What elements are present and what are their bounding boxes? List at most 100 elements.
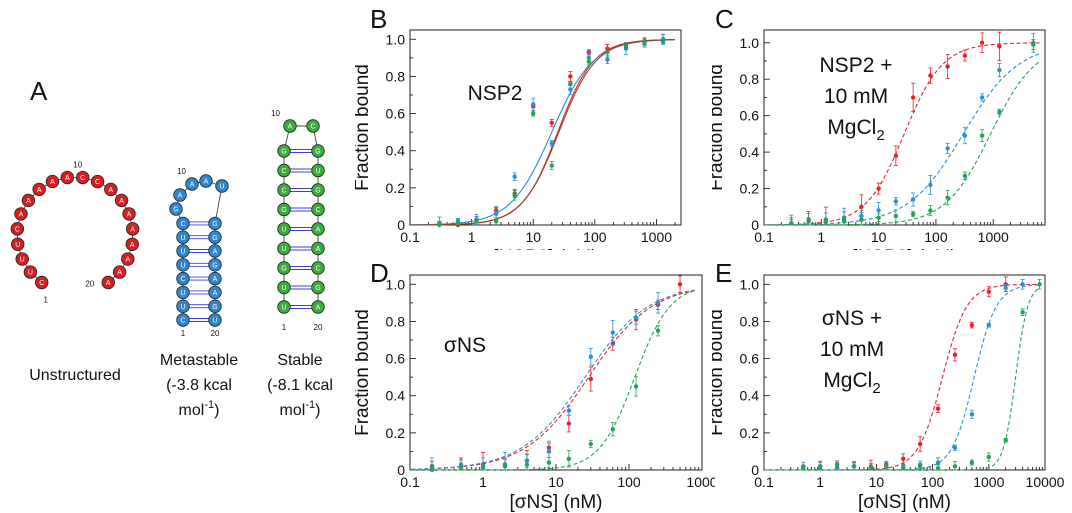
nucleotide-letter: U — [180, 262, 185, 269]
y-tick-label: 0.6 — [386, 106, 406, 122]
nucleotide-letter: U — [315, 168, 320, 175]
data-point-series-3 — [969, 460, 975, 465]
chart-b: 0.1 1 10 100 1000 0 0.2 0.4 0.6 0.8 1.0 [NSP2] (nM)… — [355, 4, 682, 250]
metastable-nt-7: U — [176, 230, 190, 244]
data-point-series-2 — [546, 449, 552, 454]
data-point-series-3 — [884, 464, 889, 469]
nucleotide-node — [76, 170, 90, 185]
nucleotide-node — [208, 258, 222, 272]
x-axis-label: [σNS] (nM) — [858, 492, 951, 513]
data-point-series-3 — [531, 111, 536, 116]
nucleotide-node — [112, 265, 127, 279]
nucleotide-letter: A — [288, 124, 293, 131]
nucleotide-letter: A — [26, 198, 31, 205]
nucleotide-node — [125, 237, 139, 251]
metastable-units-tail: ) — [214, 402, 219, 419]
nucleotide-node — [311, 202, 325, 217]
nucleotide-node — [208, 313, 222, 327]
stable-energy: (-8.1 kcal — [267, 377, 333, 394]
metastable-nt-11: A — [185, 177, 199, 191]
nucleotide-letter: U — [281, 285, 286, 292]
nucleotide-letter: G — [212, 262, 217, 269]
x-tick-label: 0.1 — [400, 229, 420, 245]
fit-curve-series-2 — [765, 284, 1040, 471]
data-point-series-2 — [633, 315, 639, 320]
data-point-series-3 — [1020, 309, 1025, 315]
nucleotide-letter: G — [315, 188, 320, 195]
nucleotide-letter: U — [20, 257, 25, 264]
data-point-series-2 — [893, 199, 899, 204]
nucleotide-letter: A — [119, 198, 124, 205]
data-point-series-3 — [806, 217, 811, 222]
stable-nt-12: G — [311, 144, 325, 158]
fit-curve-series-1 — [411, 38, 675, 226]
x-tick-label: 10 — [871, 229, 887, 245]
data-point-series-3 — [986, 454, 991, 460]
stable-nt-20: A — [311, 300, 325, 314]
nucleotide-node — [90, 174, 105, 189]
nucleotide-node — [114, 193, 129, 208]
x-tick-label: 0.1 — [754, 229, 774, 245]
data-point-series-3 — [801, 465, 806, 471]
nucleotide-letter: C — [39, 280, 44, 287]
x-axis-label: [NSP2] (nM) — [852, 247, 957, 250]
y-tick-label: 0.4 — [740, 388, 760, 404]
chart-e: 0.1 1 10 100 1000 10000 0 0.2 0.4 0.6 0.8 1.0 [σNS] … — [712, 258, 1065, 513]
x-tick-label: 1000 — [973, 474, 1004, 490]
metastable-index-20: 20 — [211, 329, 220, 338]
data-point-series-1 — [962, 53, 968, 58]
nucleotide-letter: U — [281, 305, 286, 312]
nucleotide-node — [277, 280, 291, 295]
y-tick-label: 0 — [397, 462, 405, 478]
nucleotide-letter: G — [315, 285, 320, 292]
data-point-series-2 — [568, 87, 573, 92]
nucleotide-node — [176, 216, 190, 231]
y-tick-label: 0.2 — [740, 181, 760, 197]
x-tick-label: 1 — [817, 229, 825, 245]
fit-curve-series-1 — [411, 290, 695, 470]
nucleotide-letter: C — [281, 168, 286, 175]
metastable-units-sup: -1 — [204, 399, 214, 411]
x-tick-label: 10000 — [1026, 474, 1065, 490]
panel-annotation-line: MgCl2 — [827, 116, 884, 144]
data-point-series-3 — [935, 465, 941, 471]
data-point-series-3 — [524, 462, 530, 467]
nucleotide-letter: C — [95, 179, 100, 186]
data-point-series-3 — [917, 464, 923, 469]
data-point-series-3 — [1031, 42, 1036, 47]
nucleotide-node — [121, 252, 135, 266]
y-tick-label: 1.0 — [386, 31, 406, 47]
nucleotide-letter: U — [212, 318, 217, 325]
y-tick-label: 0 — [397, 217, 405, 233]
stable-nt-9: G — [277, 144, 291, 158]
fit-curve-series-3 — [411, 289, 695, 471]
nucleotide-node — [199, 174, 213, 188]
stable-index-20: 20 — [314, 323, 323, 332]
data-point-series-3 — [642, 40, 647, 46]
data-point-series-2 — [531, 102, 536, 107]
data-point-series-1 — [566, 421, 572, 426]
data-point-series-2 — [935, 460, 941, 465]
x-tick-label: 1000 — [978, 229, 1009, 245]
data-point-series-3 — [474, 219, 479, 224]
data-point-series-2 — [952, 445, 958, 450]
unstructured-nt-1: C — [35, 275, 49, 290]
nucleotide-letter: U — [219, 184, 224, 191]
data-point-series-1 — [549, 120, 554, 126]
stable-index-1: 1 — [282, 323, 287, 332]
nucleotide-letter: A — [50, 179, 55, 186]
metastable-nt-10: A — [173, 188, 187, 202]
panel-label-e: E — [715, 258, 732, 288]
unstructured-nt-14: A — [114, 193, 129, 208]
nucleotide-letter: A — [316, 246, 321, 253]
nucleotide-node — [208, 216, 222, 231]
annotation-subscript: 2 — [876, 127, 884, 144]
x-tick-label: 10 — [548, 474, 564, 490]
data-point-series-3 — [610, 426, 616, 432]
metastable-nt-13: U — [215, 179, 229, 193]
data-point-series-3 — [429, 467, 435, 473]
stable-nt-2: U — [277, 280, 291, 295]
metastable-nt-8: C — [176, 216, 190, 231]
stable-nt-18: C — [311, 261, 325, 275]
